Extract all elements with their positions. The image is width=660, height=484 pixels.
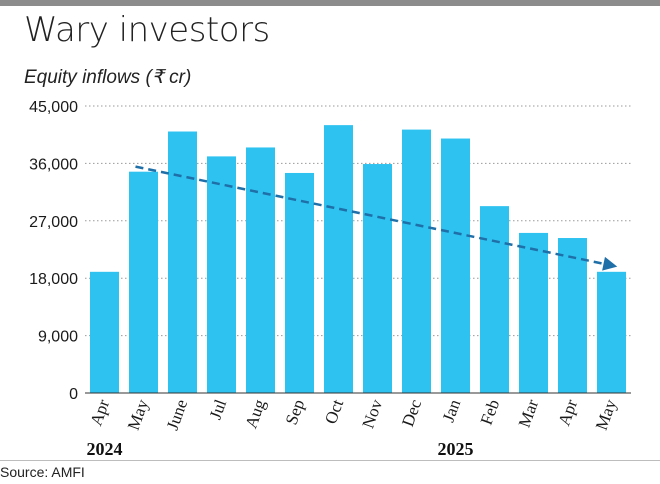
x-axis-tick-labels: Apr May June Jul Aug Sep Oct Nov Dec Jan Feb Mar Apr… xyxy=(86,396,620,432)
bar-apr-0 xyxy=(90,271,119,393)
x-tick-label: Aug xyxy=(241,396,269,430)
bottom-rule xyxy=(0,460,660,461)
x-tick-label: Oct xyxy=(321,397,347,427)
x-tick-label: Apr xyxy=(554,397,581,429)
bar-oct-6 xyxy=(324,125,353,393)
x-tick-label: Jan xyxy=(439,396,465,424)
y-tick-label: 18,000 xyxy=(29,271,78,288)
bars xyxy=(85,125,631,394)
bar-jan-9 xyxy=(441,138,470,393)
trendline-dash xyxy=(135,165,606,266)
bar-may-13 xyxy=(597,271,626,393)
trendline-arrowhead xyxy=(602,256,618,271)
x-tick-label: Apr xyxy=(86,397,113,429)
x-tick-label: Sep xyxy=(282,397,309,427)
bar-june-2 xyxy=(168,131,197,393)
x-tick-label: Nov xyxy=(358,396,386,430)
y-tick-label: 45,000 xyxy=(29,99,78,116)
chart-title: Wary investors xyxy=(24,10,270,50)
year-label: 2024 xyxy=(87,439,123,459)
x-tick-label: Jul xyxy=(206,397,231,422)
chart-subtitle: Equity inflows (₹ cr) xyxy=(24,67,192,88)
x-tick-label: Feb xyxy=(477,397,504,427)
x-tick-label: Mar xyxy=(515,397,543,430)
bar-apr-12 xyxy=(558,238,587,393)
bar-dec-8 xyxy=(402,129,431,393)
year-label: 2025 xyxy=(438,439,474,459)
trendline xyxy=(135,165,618,271)
bar-nov-7 xyxy=(363,164,392,393)
y-axis-tick-labels: 0 9,000 18,000 27,000 36,000 45,000 xyxy=(29,99,78,403)
source-note: Source: AMFI xyxy=(0,464,85,480)
year-labels: 2024 2025 xyxy=(87,439,474,459)
bar-may-1 xyxy=(129,171,158,393)
y-tick-label: 0 xyxy=(69,386,78,403)
y-tick-label: 27,000 xyxy=(29,214,78,231)
bar-feb-10 xyxy=(480,206,509,393)
bar-jul-3 xyxy=(207,156,236,393)
x-tick-label: May xyxy=(124,396,153,432)
x-tick-label: May xyxy=(592,396,621,432)
bar-chart: 0 9,000 18,000 27,000 36,000 45,000 Apr May Jun… xyxy=(29,99,631,459)
x-tick-label: Dec xyxy=(398,396,425,429)
y-tick-label: 36,000 xyxy=(29,156,78,173)
x-tick-label: June xyxy=(163,397,192,433)
y-tick-label: 9,000 xyxy=(38,329,78,346)
bar-sep-5 xyxy=(285,172,314,393)
bar-mar-11 xyxy=(519,232,548,393)
gridlines xyxy=(85,105,631,337)
top-rule xyxy=(0,0,660,6)
bar-aug-4 xyxy=(246,147,275,393)
